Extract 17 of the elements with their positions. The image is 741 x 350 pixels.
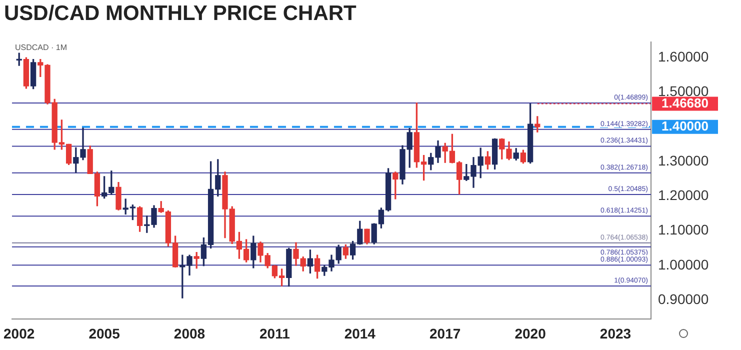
y-tick-label: 1.60000 [658,48,709,64]
x-tick-label: 2005 [88,325,120,342]
y-tick-label: 0.90000 [658,291,709,307]
x-tick-label: 2011 [260,325,290,342]
x-tick-label: 2008 [174,325,206,342]
x-tick-label: 2002 [4,325,35,342]
y-tick-label: 1.00000 [658,256,709,272]
x-tick-label: 2023 [600,325,632,342]
x-tick-label: 2014 [344,325,376,342]
y-tick-label: 1.30000 [658,152,709,168]
y-tick-label: 1.10000 [658,222,709,238]
y-tick-label: 1.20000 [658,187,709,204]
x-tick-label: 2017 [430,325,461,342]
annotation: USDCAD · 1M [15,43,68,52]
chart-title: USD/CAD MONTHLY PRICE CHART [4,2,356,26]
x-tick-label: 2020 [514,325,546,342]
ref-line-label: 1.40000 [662,118,708,134]
